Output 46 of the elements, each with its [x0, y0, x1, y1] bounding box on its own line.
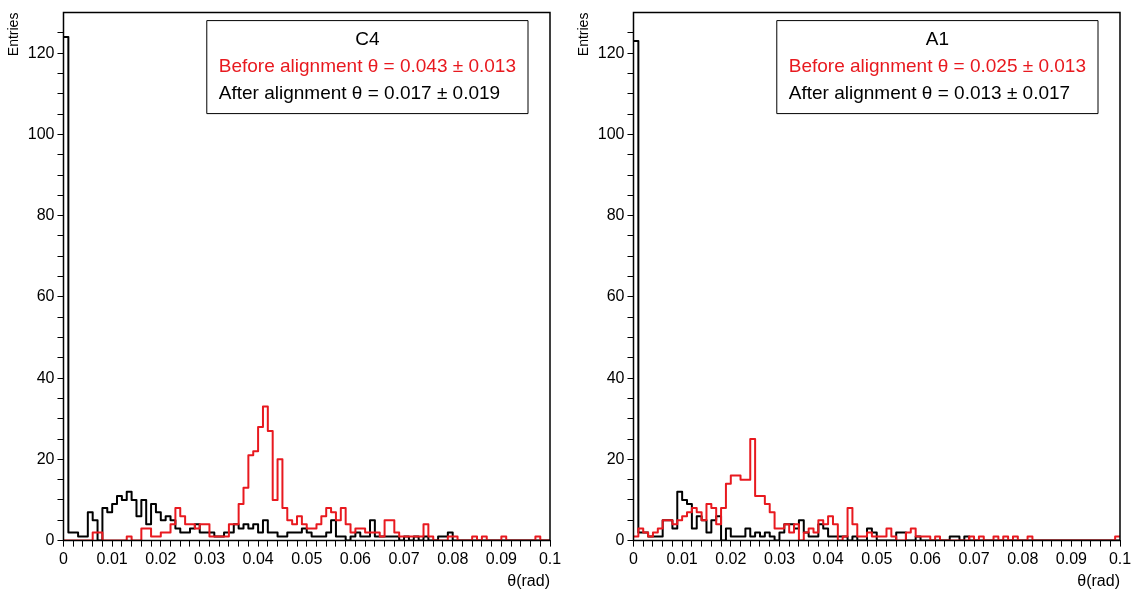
x-tick-label: 0.01: [666, 549, 698, 567]
y-tick-label: 60: [606, 287, 625, 305]
x-tick-label: 0.02: [715, 549, 747, 567]
x-tick-label: 0.05: [861, 549, 893, 567]
x-tick-label: 0.01: [96, 549, 128, 567]
y-axis-title: Entries: [5, 12, 22, 57]
y-tick-label: 20: [36, 449, 55, 467]
x-tick-label: 0.09: [1055, 549, 1088, 567]
x-tick-label: 0.1: [1108, 549, 1132, 567]
y-tick-label: 60: [36, 287, 55, 305]
legend-title: A1: [925, 28, 950, 50]
x-tick-label: 0.1: [538, 549, 562, 567]
x-tick-label: 0: [629, 549, 639, 567]
y-tick-label: 40: [606, 368, 625, 386]
x-tick-label: 0.06: [909, 549, 942, 567]
y-tick-label: 40: [36, 368, 55, 386]
y-tick-label: 80: [36, 206, 55, 224]
x-tick-label: 0.08: [437, 549, 469, 567]
x-tick-label: 0.05: [291, 549, 323, 567]
y-tick-label: 120: [597, 43, 625, 61]
y-tick-label: 0: [615, 531, 625, 549]
y-tick-label: 120: [27, 43, 55, 61]
x-axis-title: θ(rad): [507, 571, 550, 589]
text: After alignment θ = 0.013 ± 0.017: [788, 82, 1071, 104]
x-tick-label: 0.03: [763, 549, 796, 567]
x-tick-label: 0.04: [242, 549, 274, 567]
y-axis-title: Entries: [575, 12, 592, 57]
text: Before alignment θ = 0.043 ± 0.013: [218, 55, 516, 77]
text: After alignment θ = 0.017 ± 0.019: [218, 82, 501, 104]
x-tick-label: 0.06: [339, 549, 372, 567]
y-tick-label: 100: [27, 124, 55, 142]
legend-title: C4: [355, 28, 380, 50]
x-axis-title: θ(rad): [1077, 571, 1120, 589]
x-tick-label: 0.04: [812, 549, 844, 567]
y-tick-label: 0: [45, 531, 55, 549]
text: Before alignment θ = 0.025 ± 0.013: [788, 55, 1086, 77]
y-tick-label: 100: [597, 124, 625, 142]
y-tick-label: 80: [606, 206, 625, 224]
y-tick-label: 20: [606, 449, 625, 467]
x-tick-label: 0: [59, 549, 69, 567]
x-tick-label: 0.03: [193, 549, 226, 567]
x-tick-label: 0.07: [958, 549, 990, 567]
x-tick-label: 0.02: [145, 549, 177, 567]
x-tick-label: 0.07: [388, 549, 420, 567]
x-tick-label: 0.08: [1007, 549, 1039, 567]
x-tick-label: 0.09: [485, 549, 518, 567]
